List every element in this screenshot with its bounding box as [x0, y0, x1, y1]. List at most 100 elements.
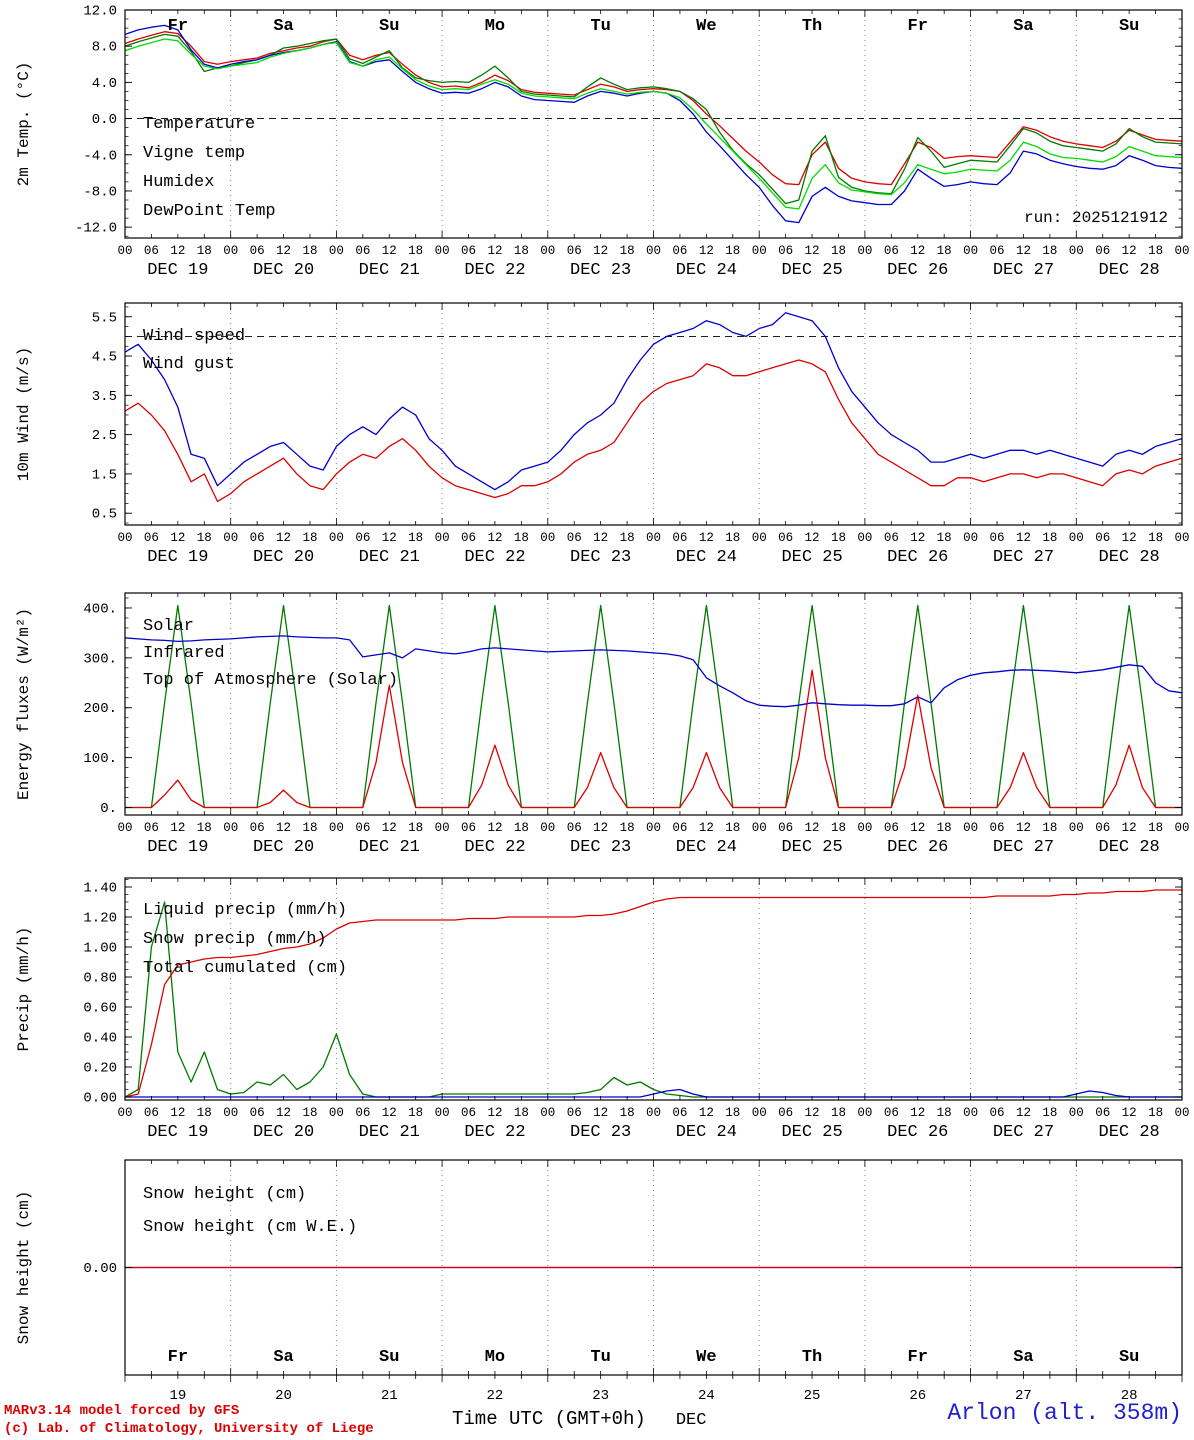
time-tick-label: 18 — [831, 821, 846, 835]
time-tick-label: 18 — [408, 1106, 423, 1120]
date-label: DEC 28 — [1099, 838, 1160, 854]
y-tick-label: 0.80 — [83, 971, 117, 987]
date-label: DEC 27 — [993, 261, 1054, 278]
time-tick-label: 18 — [514, 821, 529, 835]
time-tick-label: 12 — [593, 531, 608, 545]
day-name-label: Fr — [168, 17, 188, 36]
y-tick-label: 0.5 — [92, 507, 117, 523]
time-tick-label: 00 — [435, 1106, 450, 1120]
time-tick-label: 18 — [1042, 1106, 1057, 1120]
day-name-label: Su — [379, 17, 399, 36]
time-tick-label: 00 — [117, 531, 132, 545]
date-label: DEC 24 — [676, 838, 737, 854]
legend-vigne-temp: Vigne temp — [143, 144, 245, 163]
legend-total-cumulated-cm: Total cumulated (cm) — [143, 959, 347, 978]
time-tick-label: 06 — [567, 244, 582, 258]
date-number-label: 21 — [381, 1388, 398, 1404]
time-tick-label: 12 — [170, 1106, 185, 1120]
y-tick-label: 200. — [83, 701, 117, 717]
y-tick-label: 8.0 — [92, 40, 117, 56]
time-tick-label: 00 — [1069, 1106, 1084, 1120]
time-tick-label: 00 — [435, 821, 450, 835]
date-number-label: 25 — [804, 1388, 821, 1404]
time-tick-label: 12 — [1122, 1106, 1137, 1120]
time-tick-label: 12 — [382, 1106, 397, 1120]
date-label: DEC 21 — [359, 1123, 420, 1142]
time-tick-label: 06 — [778, 1106, 793, 1120]
date-label: DEC 24 — [676, 1123, 737, 1142]
time-tick-label: 18 — [725, 244, 740, 258]
time-tick-label: 12 — [276, 244, 291, 258]
time-tick-label: 12 — [699, 821, 714, 835]
time-tick-label: 00 — [752, 1106, 767, 1120]
day-name-label: Th — [802, 17, 822, 36]
time-tick-label: 06 — [990, 1106, 1005, 1120]
time-tick-label: 00 — [857, 1106, 872, 1120]
date-label: DEC 22 — [464, 261, 525, 278]
time-tick-label: 00 — [329, 821, 344, 835]
time-tick-label: 00 — [857, 531, 872, 545]
lab-credit: (c) Lab. of Climatology, University of L… — [4, 1421, 374, 1438]
time-tick-label: 18 — [937, 244, 952, 258]
time-tick-label: 06 — [990, 821, 1005, 835]
time-tick-label: 18 — [1148, 1106, 1163, 1120]
y-tick-label: 100. — [83, 751, 117, 767]
time-tick-label: 00 — [223, 531, 238, 545]
time-tick-label: 00 — [540, 244, 555, 258]
day-name-label: We — [696, 1348, 716, 1367]
time-tick-label: 00 — [435, 531, 450, 545]
time-tick-label: 12 — [593, 1106, 608, 1120]
day-name-label: Tu — [590, 1348, 610, 1367]
time-tick-label: 12 — [805, 531, 820, 545]
time-tick-label: 18 — [1042, 821, 1057, 835]
time-tick-label: 12 — [1122, 531, 1137, 545]
time-tick-label: 12 — [805, 821, 820, 835]
date-label: DEC 23 — [570, 1123, 631, 1142]
time-tick-label: 00 — [857, 821, 872, 835]
time-tick-label: 00 — [223, 821, 238, 835]
time-tick-label: 06 — [778, 821, 793, 835]
time-tick-label: 12 — [276, 821, 291, 835]
time-tick-label: 12 — [593, 244, 608, 258]
y-tick-label: 0.60 — [83, 1001, 117, 1017]
time-tick-label: 00 — [1174, 821, 1189, 835]
time-tick-label: 06 — [250, 531, 265, 545]
time-tick-label: 00 — [329, 244, 344, 258]
date-label: DEC 20 — [253, 261, 314, 278]
time-tick-label: 06 — [250, 244, 265, 258]
day-name-label: Th — [802, 1348, 822, 1367]
date-label: DEC 21 — [359, 838, 420, 854]
time-tick-label: 12 — [1016, 821, 1031, 835]
legend-humidex: Humidex — [143, 173, 214, 192]
day-name-label: Sa — [1013, 1348, 1033, 1367]
time-tick-label: 06 — [144, 531, 159, 545]
day-name-label: Mo — [485, 1348, 505, 1367]
y-tick-label: 0.0 — [92, 112, 117, 128]
date-label: DEC 23 — [570, 838, 631, 854]
legend-liquid-precip-mm-h: Liquid precip (mm/h) — [143, 901, 347, 920]
time-tick-label: 00 — [1174, 531, 1189, 545]
y-tick-label: 1.20 — [83, 911, 117, 927]
time-tick-label: 18 — [725, 821, 740, 835]
time-tick-label: 18 — [197, 244, 212, 258]
time-tick-label: 18 — [620, 244, 635, 258]
time-tick-label: 06 — [778, 244, 793, 258]
time-tick-label: 12 — [1122, 244, 1137, 258]
panel-wind-chart: 00 06 12 18 00 06 12 18 00 06 12 18 00 06 12 18 00 06 12 18… — [15, 302, 1190, 566]
day-name-label: Fr — [168, 1348, 188, 1367]
time-tick-label: 12 — [910, 244, 925, 258]
time-tick-label: 18 — [197, 821, 212, 835]
day-name-label: Sa — [1013, 17, 1033, 36]
time-tick-label: 06 — [884, 821, 899, 835]
time-tick-label: 06 — [672, 821, 687, 835]
time-tick-label: 06 — [884, 531, 899, 545]
time-tick-label: 06 — [567, 821, 582, 835]
time-tick-label: 12 — [1016, 531, 1031, 545]
y-tick-label: 300. — [83, 651, 117, 667]
time-tick-label: 18 — [302, 531, 317, 545]
time-tick-label: 00 — [540, 821, 555, 835]
date-label: DEC 22 — [464, 1123, 525, 1142]
time-tick-label: 18 — [620, 531, 635, 545]
series-vigne-temp-line — [125, 33, 1182, 205]
